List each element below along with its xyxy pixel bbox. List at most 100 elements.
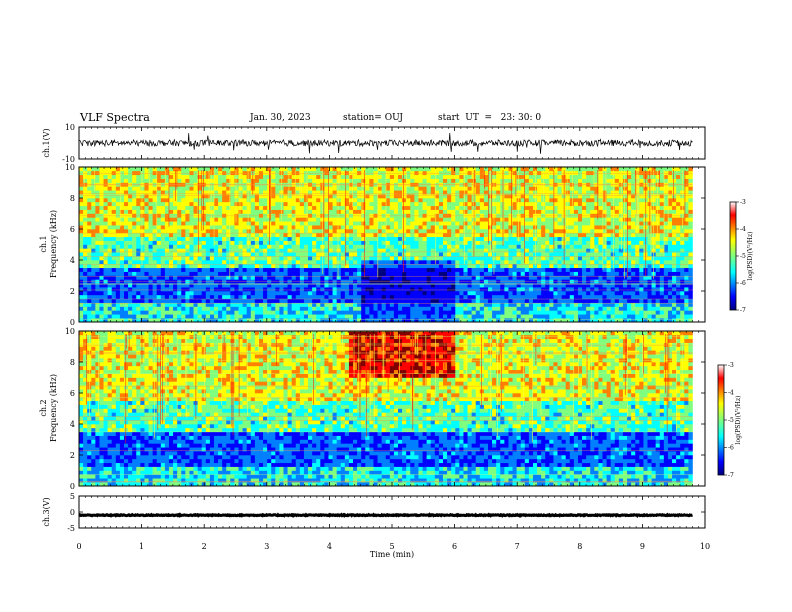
spectrogram-cell bbox=[213, 194, 219, 199]
spectrogram-cell bbox=[234, 256, 239, 261]
spectrogram-cell bbox=[553, 267, 558, 272]
spectrogram-cell bbox=[222, 232, 227, 238]
spectrogram-cell bbox=[246, 294, 252, 300]
spectrogram-cell bbox=[438, 198, 444, 203]
spectrogram-cell bbox=[483, 260, 489, 265]
spectrogram-cell bbox=[250, 198, 256, 203]
spectrogram-cell bbox=[230, 217, 235, 222]
spectrogram-cell bbox=[128, 240, 133, 245]
spectrogram-cell bbox=[614, 198, 620, 203]
spectrogram-cell bbox=[410, 209, 415, 214]
spectrogram-cell bbox=[377, 256, 382, 261]
spectrogram-cell bbox=[283, 229, 288, 234]
spectrogram-cell bbox=[132, 314, 137, 319]
spectrogram-cell bbox=[631, 209, 636, 214]
spectrogram-cell bbox=[496, 194, 501, 199]
spectrogram-cell bbox=[107, 240, 113, 245]
spectrogram-cell bbox=[520, 198, 526, 203]
spectrogram-cell bbox=[455, 271, 460, 276]
spectrogram-cell bbox=[299, 310, 305, 315]
spectrogram-cell bbox=[688, 225, 693, 230]
spectrogram-cell bbox=[328, 260, 333, 265]
spectrogram-cell bbox=[459, 217, 464, 222]
spectrogram-cell bbox=[418, 306, 423, 311]
spectrogram-cell bbox=[402, 217, 407, 222]
spectrogram-cell bbox=[545, 275, 550, 280]
spectrogram-cell bbox=[205, 198, 211, 203]
spectrogram-cell bbox=[222, 271, 227, 276]
spectrogram-cell bbox=[250, 217, 256, 222]
spectrogram-cell bbox=[111, 217, 117, 222]
spectrogram-cell bbox=[246, 213, 252, 218]
spectrogram-cell bbox=[230, 314, 235, 319]
spectrogram-cell bbox=[614, 240, 620, 245]
spectrogram-cell bbox=[258, 248, 264, 253]
spectrogram-cell bbox=[434, 271, 440, 276]
spectrogram-cell bbox=[308, 314, 313, 319]
spectrogram-cell bbox=[663, 232, 669, 238]
spectrogram-cell bbox=[357, 240, 362, 245]
spectrogram-cell bbox=[537, 291, 542, 296]
spectrogram-cell bbox=[643, 294, 648, 300]
spectrogram-cell bbox=[91, 248, 96, 253]
spectrogram-cell bbox=[181, 302, 186, 307]
spectrogram-cell bbox=[197, 190, 202, 195]
spectrogram-cell bbox=[500, 302, 505, 307]
spectrogram-cell bbox=[344, 260, 350, 265]
spectrogram-cell bbox=[357, 263, 362, 269]
spectrogram-cell bbox=[365, 236, 370, 241]
spectrogram-cell bbox=[123, 267, 129, 272]
spectrogram-cell bbox=[610, 306, 616, 311]
spectrogram-cell bbox=[430, 283, 436, 288]
spectrogram-cell bbox=[561, 298, 566, 303]
spectrogram-cell bbox=[569, 244, 575, 249]
spectrogram-cell bbox=[614, 263, 620, 269]
spectrogram-cell bbox=[79, 263, 84, 269]
spectrogram-cell bbox=[406, 240, 411, 245]
spectrogram-cell bbox=[455, 229, 460, 234]
spectrogram-cell bbox=[430, 213, 436, 218]
spectrogram-cell bbox=[103, 198, 108, 203]
spectrogram-cell bbox=[201, 252, 207, 257]
spectrogram-cell bbox=[406, 244, 411, 249]
spectrogram-cell bbox=[168, 306, 174, 311]
spectrogram-cell bbox=[406, 248, 411, 253]
spectrogram-cell bbox=[496, 294, 501, 300]
spectrogram-cell bbox=[373, 298, 378, 303]
spectrogram-cell bbox=[107, 194, 113, 199]
spectrogram-cell bbox=[537, 232, 542, 238]
spectrogram-cell bbox=[573, 271, 579, 276]
spectrogram-cell bbox=[582, 205, 587, 210]
spectrogram-cell bbox=[218, 232, 223, 238]
spectrogram-cell bbox=[557, 256, 562, 261]
spectrogram-cell bbox=[443, 205, 448, 210]
spectrogram-cell bbox=[381, 194, 387, 199]
spectrogram-cell bbox=[643, 318, 648, 323]
spectrogram-cell bbox=[99, 291, 104, 296]
spectrogram-cell bbox=[299, 314, 305, 319]
spectrogram-cell bbox=[602, 256, 607, 261]
spectrogram-cell bbox=[193, 221, 198, 226]
spectrogram-cell bbox=[618, 314, 624, 319]
spectrogram-cell bbox=[430, 252, 436, 257]
spectrogram-cell bbox=[168, 263, 174, 269]
spectrogram-cell bbox=[213, 229, 219, 234]
spectrogram-cell bbox=[582, 232, 587, 238]
spectrogram-cell bbox=[336, 275, 342, 280]
spectrogram-cell bbox=[123, 279, 129, 284]
spectrogram-cell bbox=[258, 291, 264, 296]
spectrogram-cell bbox=[504, 225, 509, 230]
spectrogram-cell bbox=[406, 291, 411, 296]
spectrogram-cell bbox=[226, 310, 231, 315]
spectrogram-cell bbox=[410, 217, 415, 222]
spectrogram-cell bbox=[594, 225, 599, 230]
spectrogram-cell bbox=[336, 279, 342, 284]
spectrogram-cell bbox=[414, 314, 419, 319]
spectrogram-cell bbox=[524, 318, 530, 323]
spectrogram-cell bbox=[123, 201, 129, 207]
spectrogram-cell bbox=[549, 294, 554, 300]
spectrogram-cell bbox=[254, 318, 260, 323]
spectrogram-cell bbox=[557, 213, 562, 218]
spectrogram-cell bbox=[156, 232, 162, 238]
spectrogram-cell bbox=[119, 287, 125, 292]
